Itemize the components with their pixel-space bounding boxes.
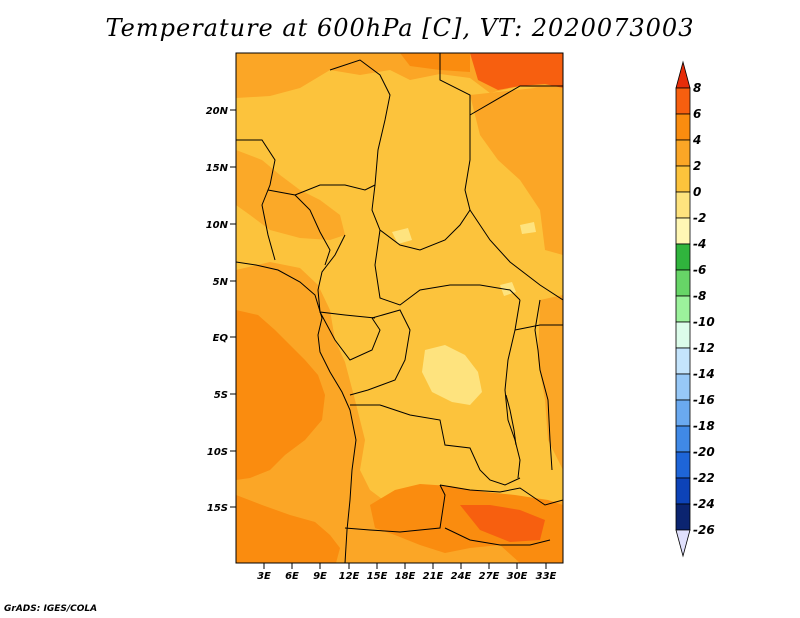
colorbar-swatch (675, 503, 691, 531)
lon-label: 27E (479, 571, 500, 582)
colorbar-level-label: -18 (693, 419, 715, 433)
colorbar-swatch (675, 477, 691, 505)
lon-label: 12E (339, 571, 360, 582)
field-2-to-4-northeast (470, 85, 563, 255)
field-neg2-to-0-patch-c (520, 222, 536, 234)
field-6-to-8-south (460, 505, 545, 542)
colorbar-level-label: -14 (693, 367, 715, 381)
field-4-to-6-atlantic (236, 310, 325, 480)
map-frame (235, 52, 564, 564)
field-4-to-6-southwest (236, 495, 340, 563)
border-chad-car (371, 184, 563, 301)
colorbar-swatch (675, 295, 691, 323)
colorbar-swatch (675, 87, 691, 115)
colorbar-swatch (675, 451, 691, 479)
colorbar-swatch (675, 321, 691, 349)
lat-label: 10N (206, 220, 229, 231)
border-chad-east (469, 85, 563, 116)
lon-label: 33E (536, 571, 557, 582)
latitude-axis: 20N 15N 10N 5N EQ 5S 10S 15S (206, 106, 236, 514)
border-car-drc (374, 229, 521, 306)
lat-label: 20N (206, 106, 229, 117)
colorbar-level-label: -2 (693, 211, 706, 225)
colorbar-level-label: 2 (693, 159, 701, 173)
border-drc-angola (350, 404, 521, 486)
colorbar-level-label: -8 (693, 289, 706, 303)
colorbar-level-label: -26 (693, 523, 715, 537)
coastline-west (236, 261, 357, 563)
colorbar-swatch-bottom (675, 529, 691, 558)
colorbar-level-label: -16 (693, 393, 715, 407)
field-neg2-to-0-patch-a (392, 228, 412, 244)
field-neg2-to-0-congo (422, 345, 482, 405)
lon-label: 15E (367, 571, 388, 582)
colorbar-swatch (675, 139, 691, 167)
border-cameroon (317, 234, 376, 319)
lat-label: 15N (206, 163, 229, 174)
colorbar-level-label: -6 (693, 263, 706, 277)
lon-label: 9E (313, 571, 327, 582)
border-gabon-congo (319, 311, 381, 361)
colorbar-swatch (675, 269, 691, 297)
border-nigeria (267, 189, 331, 266)
colorbar-swatch (675, 373, 691, 401)
colorbar-swatches (675, 60, 691, 558)
colorbar-swatch (675, 217, 691, 245)
lat-label: EQ (213, 333, 229, 344)
colorbar-level-label: 8 (693, 81, 701, 95)
lat-label: 5N (213, 277, 229, 288)
temperature-field (236, 53, 563, 563)
lon-label: 21E (423, 571, 444, 582)
colorbar-swatch (675, 191, 691, 219)
colorbar-swatch (675, 347, 691, 375)
colorbar-level-label: 0 (693, 185, 701, 199)
lon-label: 30E (507, 571, 528, 582)
colorbar-swatch-top (675, 60, 691, 89)
border-congo-drc (349, 309, 411, 396)
field-4-to-6-northtop (400, 53, 470, 72)
field-2-to-4-west (236, 262, 563, 563)
lon-label: 6E (285, 571, 299, 582)
colorbar-labels: 8 6 4 2 0 -2 -4 -6 -8 -10 -12 -14 -16 -18 -20 -22 -24 -26 (692, 81, 715, 537)
colorbar-level-label: 4 (692, 133, 701, 147)
colorbar-level-label: -4 (693, 237, 706, 251)
border-angola-south (344, 484, 446, 533)
colorbar-swatch (675, 165, 691, 193)
grads-credit: GrADS: IGES/COLA (4, 604, 98, 614)
border-uganda-kenya (514, 324, 563, 331)
lat-label: 10S (207, 447, 228, 458)
lon-label: 3E (257, 571, 271, 582)
map-title: Temperature at 600hPa [C], VT: 202007300… (105, 14, 695, 42)
border-zambia (439, 484, 563, 506)
map-figure: 20N 15N 10N 5N EQ 5S 10S 15S 3E 6E 9E 12… (206, 52, 715, 582)
colorbar-level-label: -10 (693, 315, 715, 329)
colorbar: 8 6 4 2 0 -2 -4 -6 -8 -10 -12 -14 -16 -18 -20 -22 -24 -26 (675, 60, 715, 558)
colorbar-level-label: -22 (693, 471, 715, 485)
colorbar-swatch (675, 425, 691, 453)
border-west-africa (236, 139, 276, 261)
colorbar-swatch (675, 399, 691, 427)
border-drc-east (504, 299, 521, 479)
border-lake-region (505, 394, 517, 446)
lon-label: 24E (451, 571, 472, 582)
border-sahara-north (294, 59, 391, 196)
border-east-africa (534, 299, 553, 471)
field-4-to-6-south (370, 484, 563, 563)
colorbar-level-label: -12 (693, 341, 715, 355)
colorbar-swatch (675, 243, 691, 271)
colorbar-level-label: -20 (693, 445, 715, 459)
field-6-to-8-northeast (470, 53, 563, 90)
field-2-to-4-sahel (236, 150, 345, 240)
colorbar-level-label: -24 (693, 497, 715, 511)
field-2-to-4-east (538, 295, 563, 470)
country-borders (236, 53, 563, 563)
longitude-axis: 3E 6E 9E 12E 15E 18E 21E 24E 27E 30E 33E (257, 563, 557, 582)
colorbar-level-label: 6 (693, 107, 701, 121)
lat-label: 15S (207, 503, 228, 514)
lat-label: 5S (214, 390, 228, 401)
colorbar-swatch (675, 113, 691, 141)
border-namibia (444, 527, 551, 546)
lon-label: 18E (395, 571, 416, 582)
